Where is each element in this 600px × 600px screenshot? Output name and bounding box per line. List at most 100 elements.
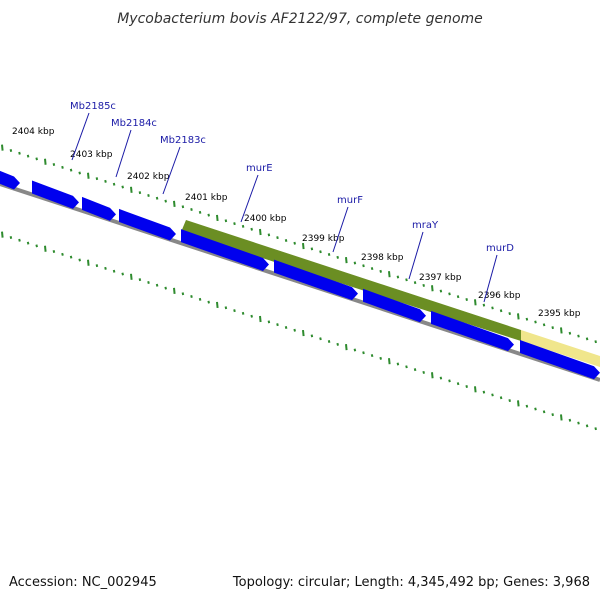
kbp-label: 2397 kbp <box>419 273 462 283</box>
inner-tick <box>138 278 142 282</box>
outer-tick <box>534 320 537 324</box>
outer-tick <box>173 200 176 207</box>
inner-tick <box>577 421 580 425</box>
outer-tick <box>35 157 38 161</box>
inner-tick <box>465 385 468 388</box>
outer-tick <box>327 253 331 257</box>
inner-tick <box>585 424 589 428</box>
gene-label: murF <box>337 195 363 206</box>
gene-arrow <box>119 208 176 241</box>
outer-tick <box>276 236 279 240</box>
outer-tick <box>267 233 271 237</box>
kbp-label: 2404 kbp <box>12 127 55 137</box>
inner-tick <box>396 362 400 366</box>
inner-tick <box>130 273 133 280</box>
outer-tick <box>568 331 572 335</box>
outer-tick <box>1 144 4 151</box>
inner-tick <box>104 266 107 270</box>
inner-tick <box>190 295 193 299</box>
outer-tick <box>250 227 253 231</box>
outer-tick <box>198 210 202 214</box>
inner-tick <box>69 255 73 259</box>
highlight-region-light <box>521 330 600 367</box>
accession-text: Accession: NC_002945 <box>9 575 157 590</box>
inner-tick <box>499 396 503 400</box>
gene-arrow <box>181 229 269 271</box>
outer-tick <box>147 193 150 197</box>
kbp-label: 2402 kbp <box>127 172 170 182</box>
kbp-labels: 2404 kbp 2403 kbp 2402 kbp 2401 kbp 2400 kbp… <box>12 127 581 319</box>
gene-label-line <box>408 231 424 280</box>
inner-tick <box>250 314 253 318</box>
gene-label-line <box>332 206 349 253</box>
outer-tick <box>577 334 580 338</box>
inner-tick <box>9 235 13 239</box>
inner-tick <box>241 311 245 315</box>
inner-tick <box>474 386 477 393</box>
outer-tick <box>405 278 408 282</box>
inner-tick <box>26 241 30 245</box>
outer-tick <box>181 205 185 209</box>
inner-tick <box>87 259 90 266</box>
gene-label-line <box>162 146 181 195</box>
inner-tick <box>284 325 288 329</box>
inner-tick <box>1 231 4 238</box>
gene-label-line <box>71 112 90 161</box>
outer-tick <box>396 275 400 279</box>
kbp-label: 2395 kbp <box>538 309 581 319</box>
gene-arrow <box>274 259 358 301</box>
outer-tick <box>69 168 73 172</box>
outer-tick <box>233 222 236 226</box>
outer-tick <box>259 228 262 236</box>
inner-tick <box>345 344 348 351</box>
outer-tick <box>302 242 305 250</box>
outer-tick <box>319 250 322 254</box>
inner-tick <box>551 413 554 417</box>
inner-tick <box>44 245 47 252</box>
inner-tick <box>112 269 116 273</box>
inner-tick <box>534 407 537 411</box>
inner-tick <box>207 300 210 304</box>
inner-tick <box>121 272 124 276</box>
outer-tick <box>448 292 451 296</box>
outer-tick <box>542 323 546 327</box>
gene-track <box>0 170 600 380</box>
map-title: Mycobacterium bovis AF2122/97, complete … <box>117 11 483 27</box>
outer-tick <box>439 289 443 293</box>
outer-tick <box>499 309 503 313</box>
outer-tick <box>26 154 30 158</box>
inner-tick <box>456 382 460 386</box>
inner-tick <box>147 280 150 284</box>
outer-tick <box>207 213 210 217</box>
outer-tick <box>310 247 314 251</box>
outer-tick <box>594 340 597 344</box>
gene-label-line <box>115 129 132 178</box>
outer-tick <box>9 148 13 152</box>
inner-tick <box>482 390 486 394</box>
gene-arrow <box>32 180 79 209</box>
kbp-label: 2398 kbp <box>361 253 404 263</box>
inner-tick <box>517 400 520 407</box>
outer-tick <box>164 199 167 203</box>
outer-tick <box>413 281 417 285</box>
gene-label-line <box>483 254 498 303</box>
inner-tick <box>181 292 185 296</box>
outer-tick <box>104 179 107 183</box>
inner-tick <box>448 379 451 383</box>
inner-tick <box>18 238 21 242</box>
inner-tick <box>439 376 443 380</box>
inner-tick <box>267 320 271 324</box>
gene-arrow <box>82 196 116 221</box>
outer-tick <box>130 186 133 193</box>
kbp-label: 2400 kbp <box>244 214 287 224</box>
outer-tick <box>362 264 365 268</box>
inner-tick <box>224 306 228 310</box>
inner-tick <box>379 356 382 360</box>
inner-tick <box>413 368 417 372</box>
outer-tick <box>190 208 193 212</box>
inner-tick <box>560 414 563 421</box>
inner-tick-track <box>1 231 597 431</box>
kbp-label: 2399 kbp <box>302 234 345 244</box>
outer-tick <box>345 257 348 264</box>
outer-tick <box>121 185 124 189</box>
